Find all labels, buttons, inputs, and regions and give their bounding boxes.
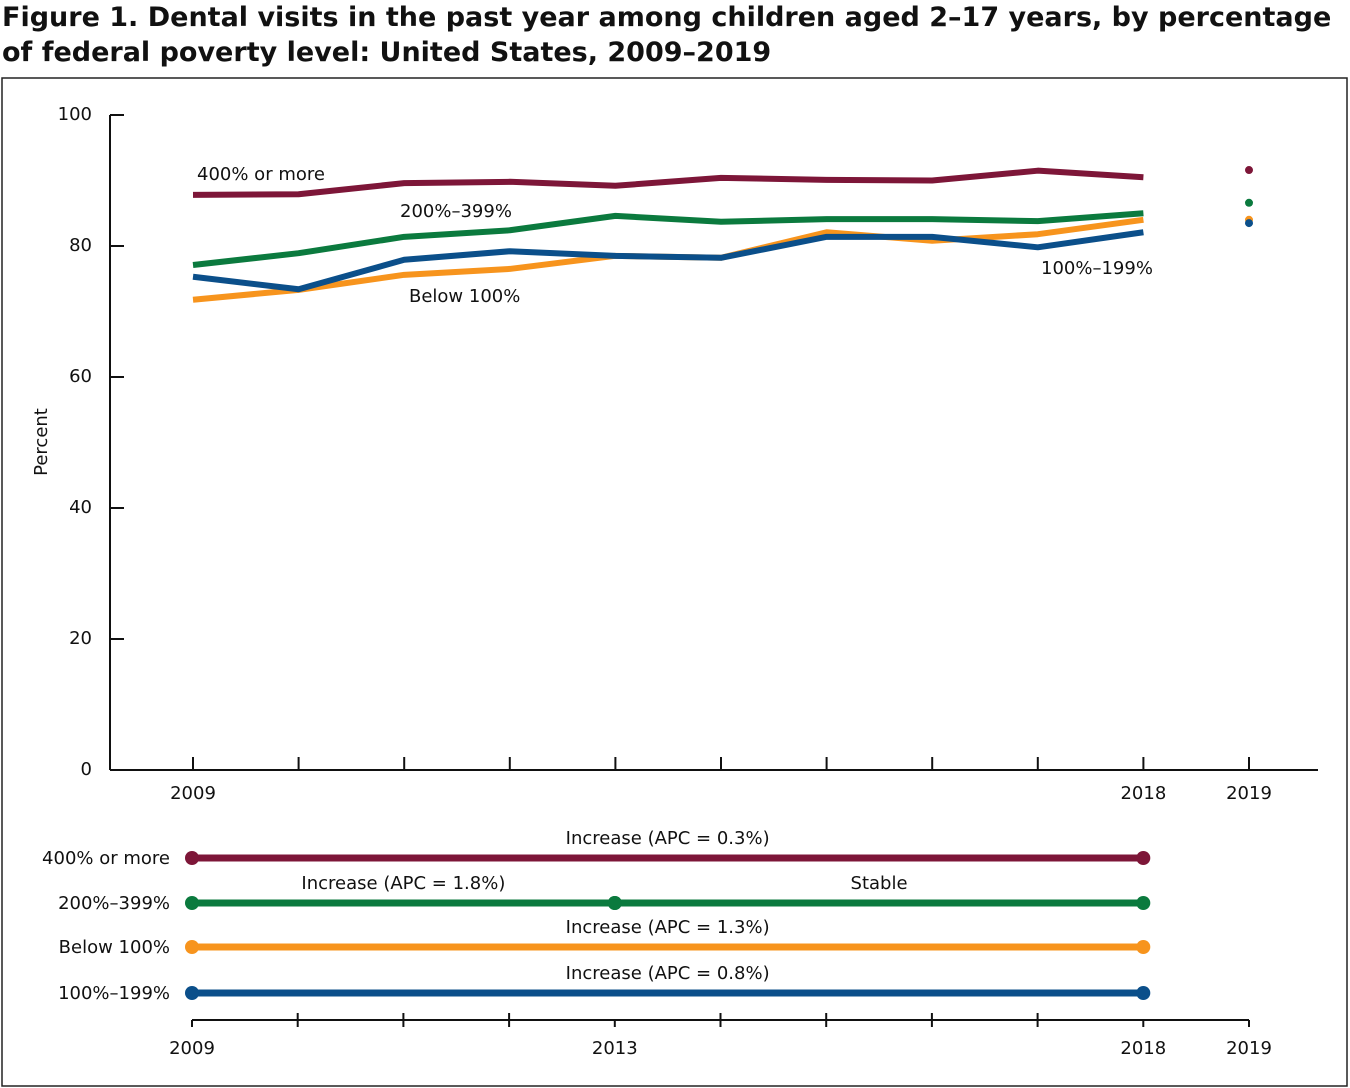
segment-end [1136, 896, 1151, 910]
x-tick-label: 2018 [1120, 1038, 1166, 1059]
segment-end [1136, 986, 1151, 1000]
series-label: 200%–399% [400, 201, 512, 222]
row-label: 200%–399% [58, 893, 170, 914]
y-tick-label: 60 [69, 366, 92, 387]
frame [1, 77, 1348, 1087]
segment-start [185, 851, 199, 865]
series-line [192, 167, 1144, 198]
series-label: 400% or more [197, 164, 325, 185]
x-tick-label: 2018 [1120, 783, 1166, 804]
segment-start [607, 896, 622, 910]
segment-label: Increase (APC = 0.8%) [566, 963, 770, 984]
chart-title: Figure 1. Dental visits in the past year… [2, 2, 1332, 68]
row-label: Below 100% [59, 937, 170, 958]
x-tick-label: 2013 [592, 1038, 638, 1059]
y-axis-label: Percent [31, 408, 52, 476]
segment-label: Stable [851, 873, 908, 894]
y-tick-label: 80 [69, 235, 92, 256]
x-tick-label: 2009 [169, 1038, 215, 1059]
segment-start [185, 940, 199, 954]
segment-label: Increase (APC = 0.3%) [566, 828, 770, 849]
point [1245, 166, 1253, 175]
segment-end [1136, 851, 1151, 865]
series-line [192, 210, 1144, 268]
y-tick-label: 20 [69, 628, 92, 649]
segment-start [185, 896, 199, 910]
segment-label: Increase (APC = 1.3%) [566, 917, 770, 938]
segment-label: Increase (APC = 1.8%) [301, 873, 505, 894]
series-line [192, 229, 1144, 293]
x-tick-label: 2019 [1226, 1038, 1272, 1059]
segment-start [185, 986, 199, 1000]
y-tick-label: 40 [69, 497, 92, 518]
point [1245, 219, 1253, 228]
segment-end [1136, 940, 1151, 954]
series-label: 100%–199% [1041, 258, 1153, 279]
row-label: 400% or more [42, 848, 170, 869]
y-tick-label: 100 [58, 104, 92, 125]
point [1245, 198, 1253, 207]
y-tick-label: 0 [81, 759, 92, 780]
row-label: 100%–199% [58, 983, 170, 1004]
x-tick-label: 2009 [170, 783, 216, 804]
series-label: Below 100% [409, 286, 520, 307]
x-tick-label: 2019 [1226, 783, 1272, 804]
